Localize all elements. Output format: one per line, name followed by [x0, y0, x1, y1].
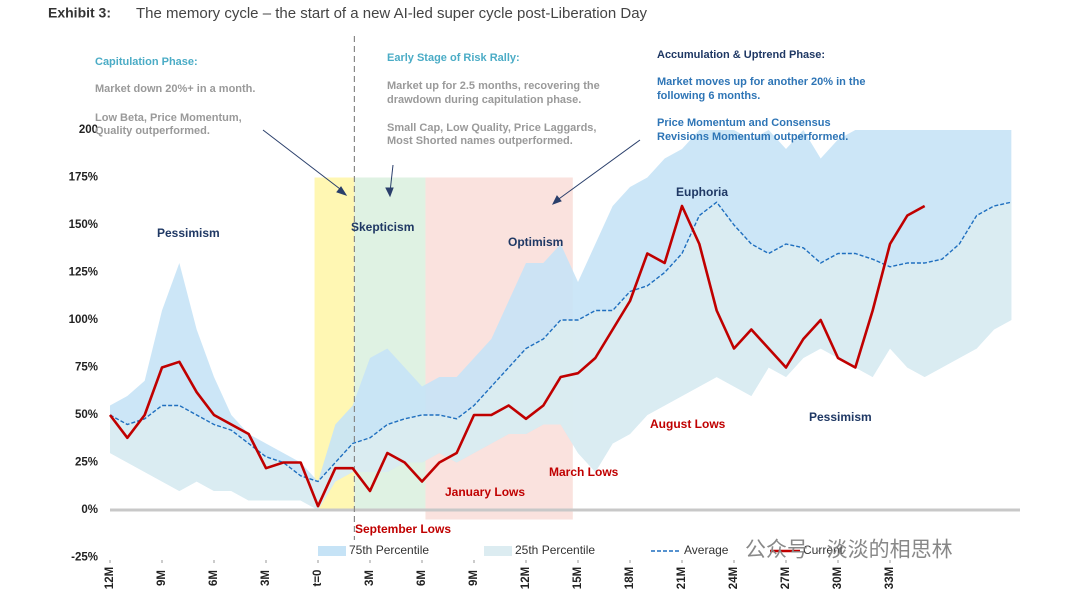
chart-title: The memory cycle – the start of a new AI…: [136, 5, 648, 22]
watermark: 公众号 · 淡淡的相思林: [745, 539, 953, 562]
x-tick-label: 18M: [624, 567, 636, 589]
x-tick-label: 6M: [416, 570, 428, 586]
y-tick-label: 125%: [69, 267, 98, 279]
x-tick-label: 27M: [780, 567, 792, 589]
legend-label: Current: [803, 543, 844, 557]
y-tick-label: 0%: [81, 504, 98, 516]
y-tick-label: 175%: [69, 172, 98, 184]
arrow-head: [336, 186, 348, 196]
x-tick-label: 3M: [260, 570, 272, 586]
x-tick-label: 9M: [468, 570, 480, 586]
exhibit-label: Exhibit 3:: [48, 5, 111, 21]
x-tick-label: 15M: [572, 567, 584, 589]
y-tick-label: 100%: [69, 314, 98, 326]
sentiment-label: Pessimism: [809, 410, 872, 424]
average-line: [109, 201, 1012, 483]
phase-note: Quality outperformed.: [95, 125, 210, 137]
phase-note: Market moves up for another 20% in the: [657, 76, 865, 88]
legend-label: 75th Percentile: [349, 543, 429, 557]
percentile-band: [110, 202, 1012, 510]
current-line: [108, 204, 926, 508]
sentiment-label: Optimism: [508, 235, 563, 249]
x-tick-label: 30M: [832, 567, 844, 589]
phase-note: Market up for 2.5 months, recovering the: [387, 80, 600, 92]
phase-note: Revisions Momentum outperformed.: [657, 131, 848, 143]
arrow-head: [551, 195, 562, 205]
phase-note: Small Cap, Low Quality, Price Laggards,: [387, 122, 596, 134]
sentiment-label: Pessimism: [157, 226, 220, 240]
percentile-band: [110, 130, 1012, 510]
x-tick-label: 3M: [364, 570, 376, 586]
x-tick-label: 9M: [156, 570, 168, 586]
x-tick-label: 12M: [520, 567, 532, 589]
x-tick-label: 6M: [208, 570, 220, 586]
y-tick-label: 150%: [69, 219, 98, 231]
phase-note: Capitulation Phase:: [95, 56, 198, 68]
phase-note: drawdown during capitulation phase.: [387, 94, 581, 106]
legend-swatch: [318, 546, 346, 556]
x-tick-label: 12M: [104, 567, 116, 589]
sentiment-label: March Lows: [549, 465, 619, 479]
x-tick-label: t=0: [312, 570, 324, 587]
arrow-head: [385, 187, 394, 198]
y-tick-label: 50%: [75, 409, 98, 421]
y-tick-label: -25%: [71, 552, 98, 564]
phase-note: Most Shorted names outperformed.: [387, 135, 573, 147]
y-tick-label: 200: [79, 124, 98, 136]
sentiment-label: September Lows: [355, 522, 451, 536]
phase-note: Price Momentum and Consensus: [657, 117, 831, 129]
legend-swatch: [484, 546, 512, 556]
arrow: [262, 129, 345, 193]
arrows: [262, 129, 641, 205]
sentiment-label: Euphoria: [676, 185, 728, 199]
phase-note: following 6 months.: [657, 90, 760, 102]
legend-label: 25th Percentile: [515, 543, 595, 557]
arrow: [555, 139, 641, 202]
phase-note: Accumulation & Uptrend Phase:: [657, 49, 825, 61]
sentiment-label: Skepticism: [351, 220, 414, 234]
y-tick-label: 25%: [75, 457, 98, 469]
sentiment-label: August Lows: [650, 417, 726, 431]
x-tick-label: 21M: [676, 567, 688, 589]
legend-label: Average: [684, 543, 729, 557]
phase-note: Market down 20%+ in a month.: [95, 83, 255, 95]
phase-note: Low Beta, Price Momentum,: [95, 112, 242, 124]
y-tick-label: 75%: [75, 362, 98, 374]
x-tick-label: 24M: [728, 567, 740, 589]
phase-note: Early Stage of Risk Rally:: [387, 52, 520, 64]
x-tick-label: 33M: [884, 567, 896, 589]
sentiment-label: January Lows: [445, 485, 525, 499]
